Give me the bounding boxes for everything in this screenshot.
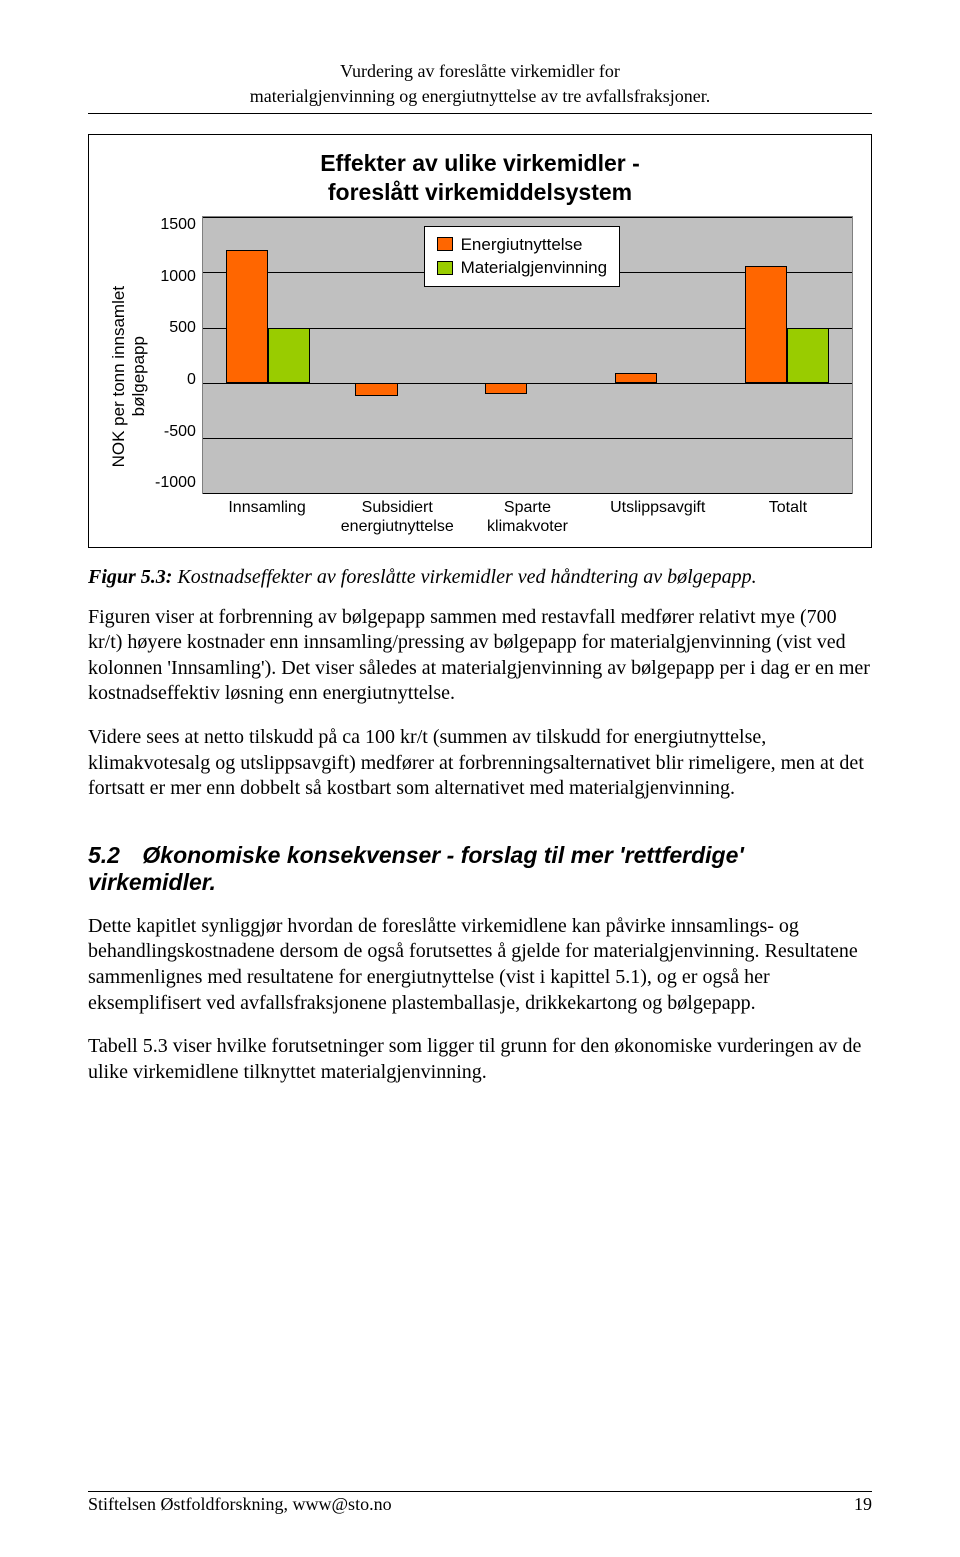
bar-energiutnyttelse (615, 373, 657, 383)
running-head-line2: materialgjenvinning og energiutnyttelse … (88, 85, 872, 108)
figure-caption: Figur 5.3: Kostnadseffekter av foreslått… (88, 566, 872, 589)
grid-line (203, 217, 852, 218)
legend: EnergiutnyttelseMaterialgjenvinning (424, 226, 620, 288)
figure-caption-label: Figur 5.3: (88, 566, 172, 588)
bar-energiutnyttelse (355, 383, 397, 396)
footer-page-number: 19 (854, 1494, 872, 1515)
ytick: -500 (155, 423, 196, 441)
header-rule (88, 113, 872, 114)
section-number: 5.2 (88, 842, 136, 869)
paragraph-1: Figuren viser at forbrenning av bølgepap… (88, 605, 872, 707)
plot-wrap: EnergiutnyttelseMaterialgjenvinning Inns… (202, 216, 853, 536)
x-tick-label: Totalt (723, 498, 853, 536)
ytick: 0 (155, 371, 196, 389)
ylabel-line2: bølgepapp (129, 336, 148, 416)
legend-swatch (437, 261, 453, 275)
grid-line (203, 493, 852, 494)
x-tick-label: Sparteklimakvoter (462, 498, 592, 536)
ytick: 500 (155, 319, 196, 337)
legend-item: Materialgjenvinning (437, 256, 607, 280)
x-axis-ticks: InnsamlingSubsidiertenergiutnyttelseSpar… (202, 498, 853, 536)
chart-title-line1: Effekter av ulike virkemidler - (320, 150, 640, 176)
bar-materialgjenvinning (787, 328, 829, 383)
chart-title: Effekter av ulike virkemidler - foreslåt… (107, 149, 853, 207)
grid-line (203, 438, 852, 439)
x-tick-label: Subsidiertenergiutnyttelse (332, 498, 462, 536)
running-head-line1: Vurdering av foreslåtte virkemidler for (88, 60, 872, 83)
zero-line (203, 383, 852, 384)
paragraph-3: Dette kapitlet synliggjør hvordan de for… (88, 914, 872, 1016)
footer-left: Stiftelsen Østfoldforskning, www@sto.no (88, 1494, 392, 1515)
paragraph-4: Tabell 5.3 viser hvilke forutsetninger s… (88, 1034, 872, 1085)
plot-area: EnergiutnyttelseMaterialgjenvinning (202, 216, 853, 494)
figure-caption-text: Kostnadseffekter av foreslåtte virkemidl… (172, 566, 756, 588)
legend-label: Energiutnyttelse (461, 233, 583, 257)
y-axis-label: NOK per tonn innsamletbølgepapp (107, 216, 151, 536)
bar-energiutnyttelse (745, 266, 787, 383)
legend-label: Materialgjenvinning (461, 256, 607, 280)
ytick: 1000 (155, 268, 196, 286)
legend-swatch (437, 237, 453, 251)
ytick: -1000 (155, 474, 196, 492)
bar-energiutnyttelse (485, 383, 527, 394)
ytick: 1500 (155, 216, 196, 234)
section-title: Økonomiske konsekvenser - forslag til me… (88, 842, 744, 895)
ylabel-line1: NOK per tonn innsamlet (109, 286, 128, 467)
bar-energiutnyttelse (226, 250, 268, 382)
x-tick-label: Utslippsavgift (593, 498, 723, 536)
section-heading: 5.2 Økonomiske konsekvenser - forslag ti… (88, 842, 872, 896)
page-footer: Stiftelsen Østfoldforskning, www@sto.no … (88, 1492, 872, 1515)
footer-block: Stiftelsen Østfoldforskning, www@sto.no … (88, 1491, 872, 1515)
paragraph-2: Videre sees at netto tilskudd på ca 100 … (88, 725, 872, 802)
legend-item: Energiutnyttelse (437, 233, 607, 257)
x-tick-label: Innsamling (202, 498, 332, 536)
chart-body: NOK per tonn innsamletbølgepapp 1500 100… (107, 216, 853, 536)
bar-materialgjenvinning (268, 328, 310, 383)
chart-frame: Effekter av ulike virkemidler - foreslåt… (88, 134, 872, 548)
y-axis-ticks: 1500 1000 500 0 -500 -1000 (151, 216, 202, 492)
chart-title-line2: foreslått virkemiddelsystem (328, 179, 632, 205)
